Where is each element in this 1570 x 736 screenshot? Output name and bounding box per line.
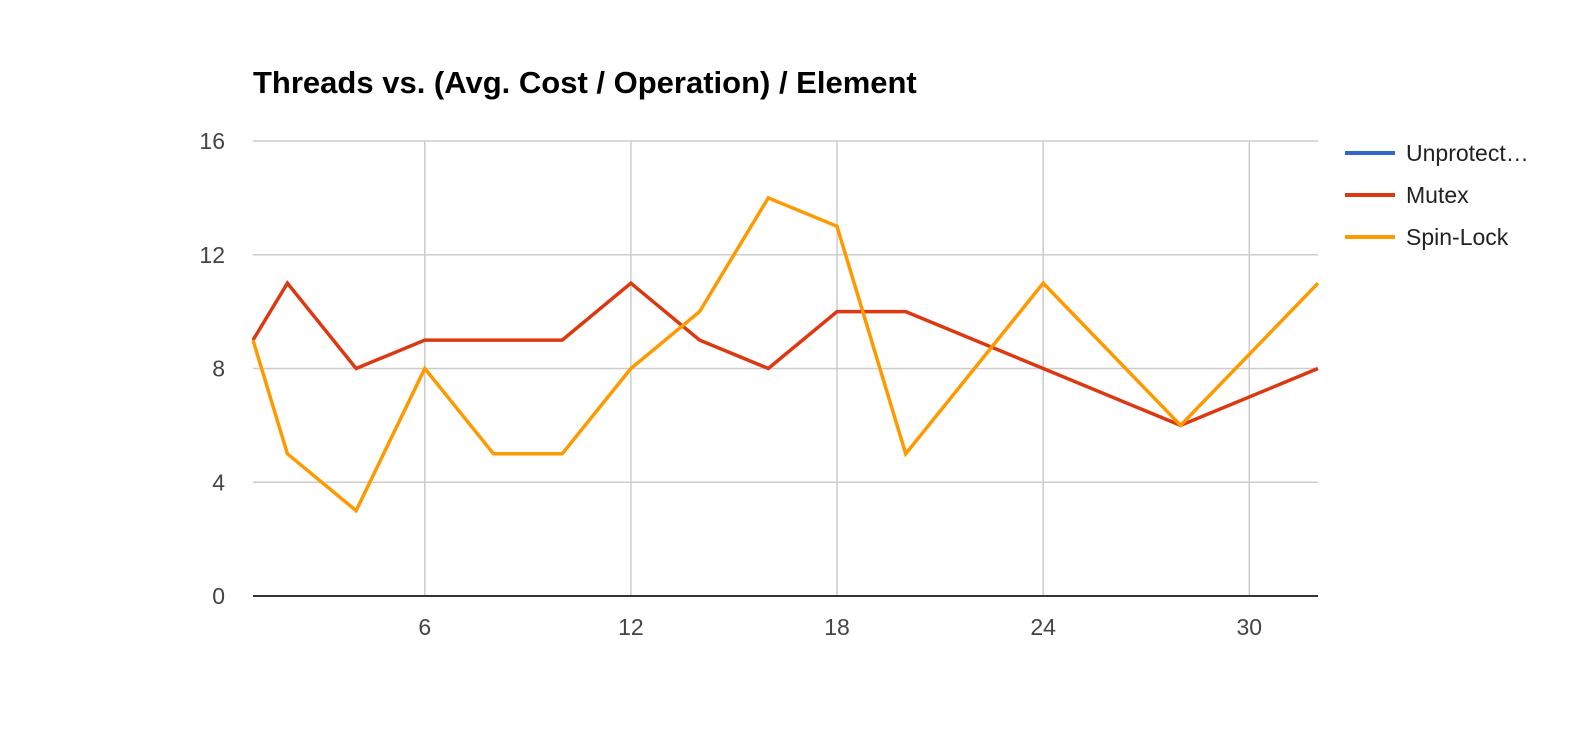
- x-tick-label: 30: [1236, 614, 1262, 640]
- y-tick-label: 16: [199, 128, 225, 154]
- x-tick-label: 18: [824, 614, 850, 640]
- axes: 0 4 8 12 16 6 12 18 24 30: [199, 128, 1318, 640]
- legend-label: Mutex: [1406, 182, 1469, 208]
- legend-label: Unprotect…: [1406, 140, 1529, 166]
- gridlines: [253, 140, 1318, 596]
- legend: Unprotect… Mutex Spin-Lock: [1345, 140, 1529, 250]
- series-lines: [251, 195, 1320, 514]
- x-tick-label: 24: [1030, 614, 1056, 640]
- series-line-mutex: [251, 280, 1319, 428]
- y-tick-label: 12: [199, 242, 225, 268]
- y-tick-label: 0: [212, 583, 225, 609]
- x-tick-label: 6: [418, 614, 431, 640]
- x-tick-label: 12: [618, 614, 644, 640]
- y-tick-label: 4: [212, 469, 225, 495]
- y-tick-label: 8: [212, 356, 225, 382]
- legend-label: Spin-Lock: [1406, 224, 1509, 250]
- chart-title: Threads vs. (Avg. Cost / Operation) / El…: [253, 65, 917, 100]
- series-line-spin-lock: [251, 195, 1320, 514]
